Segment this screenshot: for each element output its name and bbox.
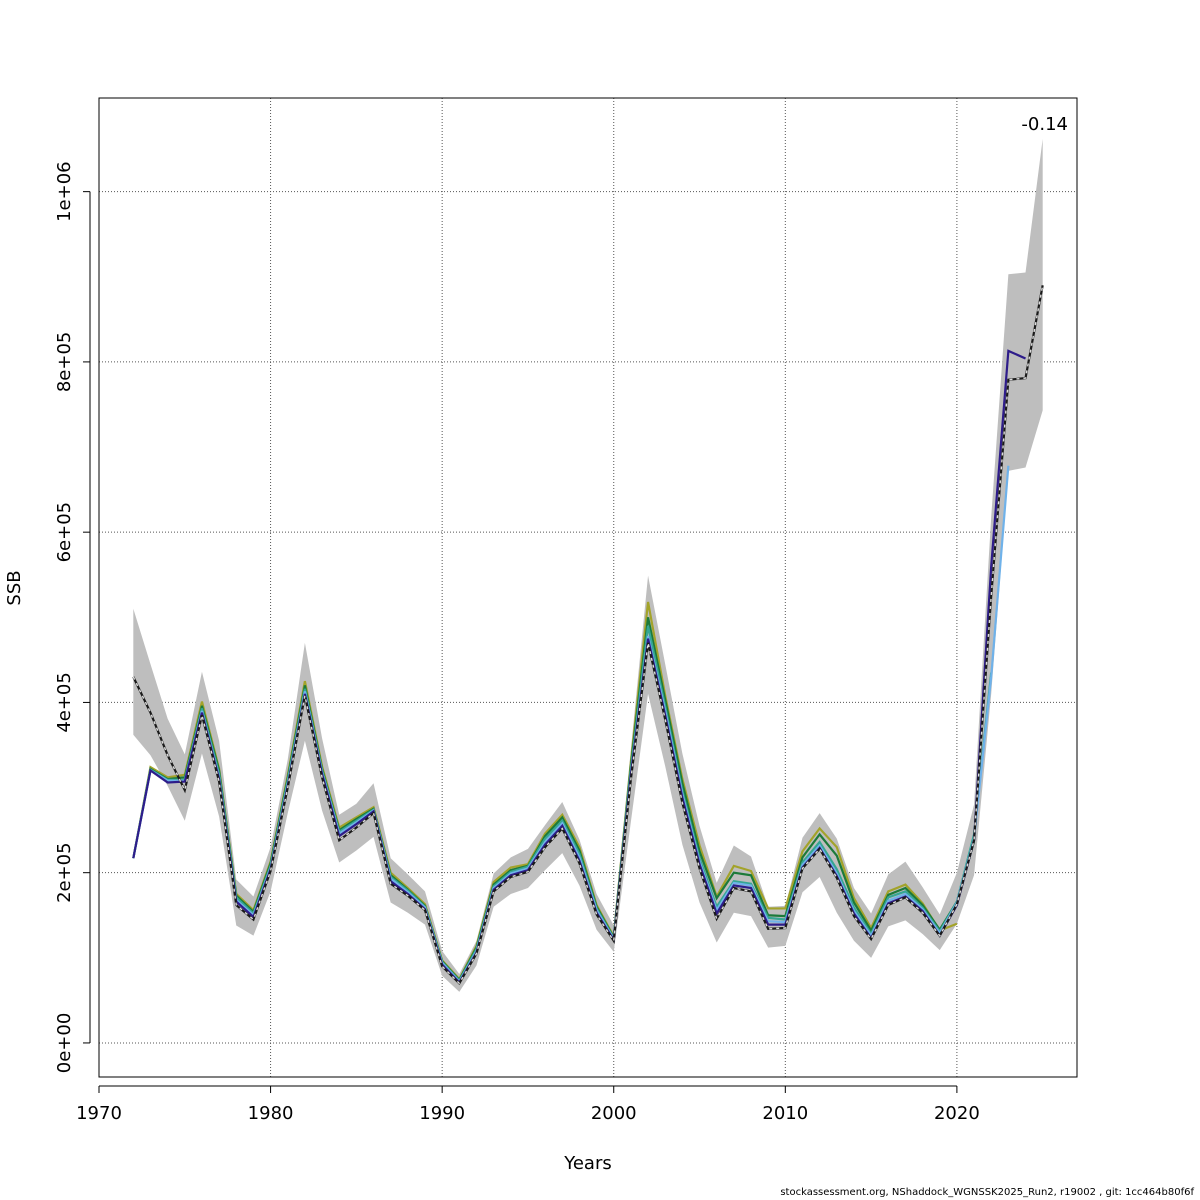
x-tick-label: 2010 — [762, 1103, 808, 1124]
confidence-band — [133, 138, 1043, 992]
x-tick-label: 2020 — [934, 1103, 980, 1124]
series-line-estimate-dash — [132, 285, 1044, 985]
confidence-band-area — [133, 138, 1043, 992]
y-tick-label: 4e+05 — [54, 672, 75, 733]
x-tick-label: 1980 — [248, 1103, 294, 1124]
y-tick-label: 8e+05 — [54, 332, 75, 393]
y-axis-label: SSB — [4, 570, 25, 605]
y-tick-label: 2e+05 — [54, 842, 75, 903]
y-tick-label: 6e+05 — [54, 502, 75, 563]
plot-frame — [98, 97, 1078, 1078]
y-tick-label: 1e+06 — [54, 161, 75, 222]
series-lines — [132, 285, 1044, 986]
x-tick-label: 2000 — [591, 1103, 637, 1124]
x-tick-label: 1970 — [76, 1103, 122, 1124]
x-axis: 1970 1980 1990 2000 2010 2020 — [76, 1085, 980, 1124]
chart-annotation: -0.14 — [1021, 114, 1068, 135]
y-tick-label: 0e+00 — [54, 1013, 75, 1074]
x-axis-label: Years — [563, 1153, 612, 1174]
y-axis: 0e+00 2e+05 4e+05 6e+05 8e+05 1e+06 — [54, 161, 91, 1074]
x-tick-label: 1990 — [419, 1103, 465, 1124]
footer-credit: stockassessment.org, NShaddock_WGNSSK202… — [780, 1187, 1194, 1198]
